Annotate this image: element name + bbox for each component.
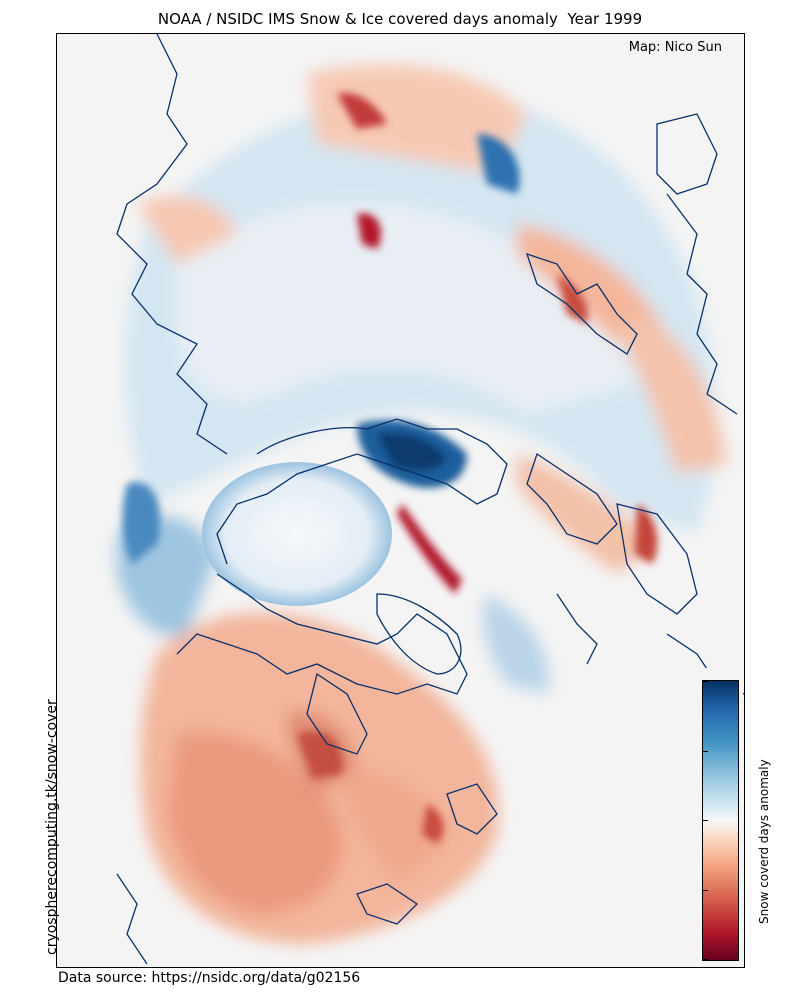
colorbar-tick: [703, 751, 708, 752]
colorbar-tick: [703, 890, 708, 891]
colorbar-label: Snow coverd days anomaly: [757, 759, 771, 924]
colorbar: [702, 680, 739, 961]
colorbar-tick: [703, 820, 708, 821]
strong-anomaly-patches: [122, 93, 657, 844]
colorbar-tick: [703, 959, 708, 960]
side-url: cryospherecomputing.tk/snow-cover: [44, 699, 60, 955]
data-source: Data source: https://nsidc.org/data/g021…: [58, 970, 361, 986]
map-graphic: [116, 34, 744, 965]
colorbar-tick: [703, 681, 708, 682]
anomaly-field: [117, 64, 727, 944]
map-credit: Map: Nico Sun: [628, 40, 722, 55]
arctic-ocean-ice: [202, 462, 392, 606]
anomaly-map: Map: Nico Sun: [56, 33, 745, 968]
map-title: NOAA / NSIDC IMS Snow & Ice covered days…: [157, 10, 643, 28]
